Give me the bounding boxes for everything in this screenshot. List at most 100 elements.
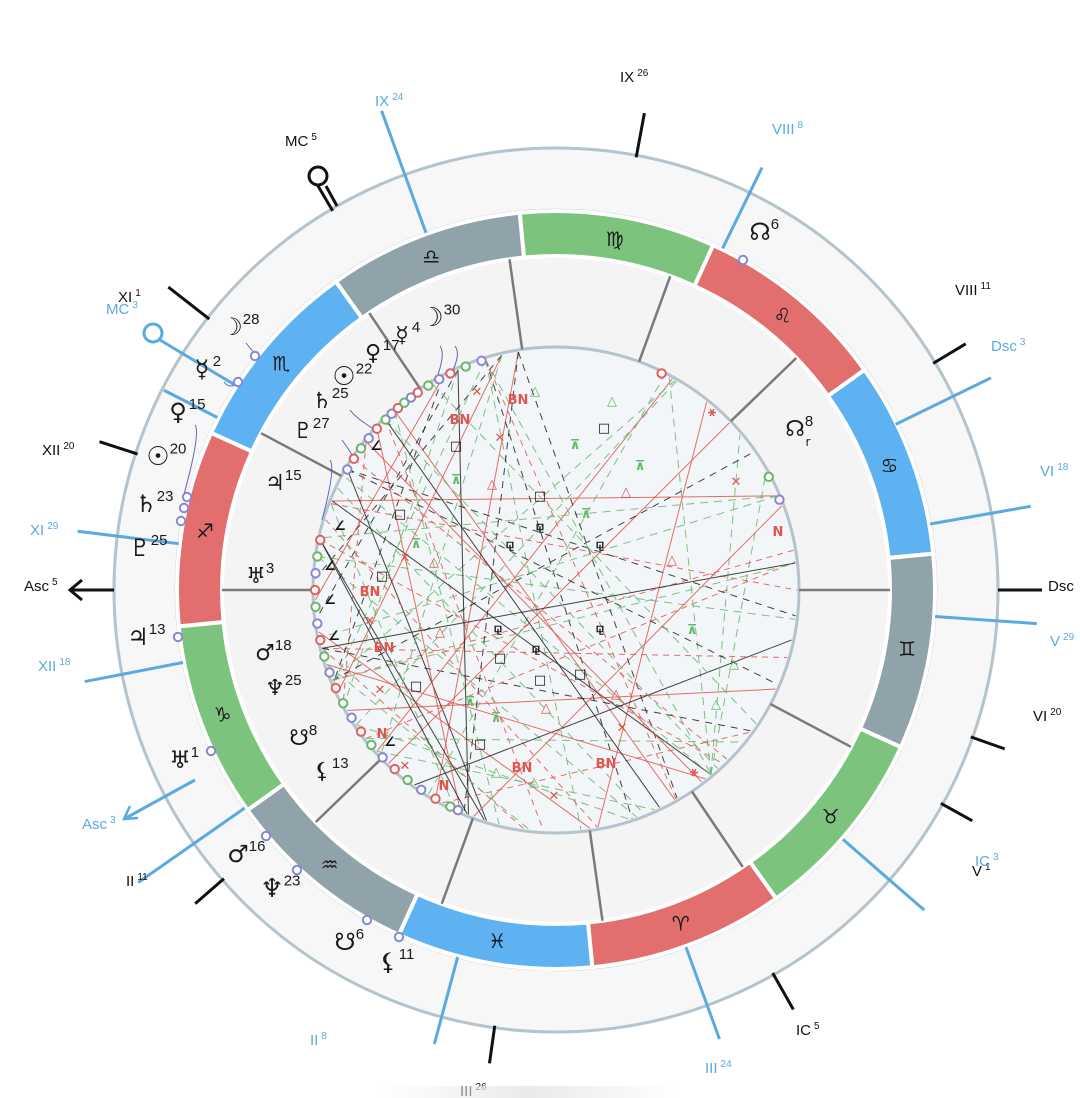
outer-moon-icon[interactable]: ☽ 28: [221, 311, 259, 341]
inner-neptune-icon[interactable]: ♆ 25: [265, 672, 301, 701]
outer-saturn-icon[interactable]: ♄ 23: [135, 488, 173, 518]
inner-jupiter-degree: 15: [285, 467, 302, 484]
outer-neptune-glyph: ♆: [260, 874, 283, 904]
house-black-label-degree: 11: [137, 872, 148, 883]
house-blue-label-degree: 18: [59, 657, 71, 668]
aspect-square-icon: □: [376, 569, 388, 584]
outer-jupiter-icon[interactable]: ♃ 13: [127, 621, 165, 651]
house-blue-label-text: XII: [38, 658, 56, 675]
aspect-trine-icon: △: [621, 485, 631, 500]
aspect-line: [353, 458, 728, 760]
outer-south-node-icon[interactable]: ☋ 6: [334, 926, 364, 956]
aspect-bn-icon: BN: [450, 413, 471, 428]
house-black-label-text: II: [126, 873, 134, 890]
house-cusp-line: [690, 790, 744, 868]
inner-jupiter-icon[interactable]: ♃ 15: [265, 467, 301, 496]
aspect-semisquare-icon: ∠: [370, 439, 382, 454]
aspect-line: [322, 647, 788, 659]
house-cusp-line: [508, 259, 524, 350]
planet-position-marker: [452, 804, 464, 816]
aspect-line: [325, 519, 598, 828]
aspect-line: [414, 639, 792, 786]
aspect-line: [365, 441, 703, 783]
inner-north-node-icon[interactable]: ☊ 8: [785, 413, 813, 442]
aspect-quincunx-icon: ⊼: [635, 459, 646, 474]
outer-neptune-degree: 23: [284, 872, 301, 889]
inner-south-node-icon[interactable]: ☋ 8: [289, 722, 317, 751]
aspect-trine-icon: △: [487, 477, 497, 492]
inner-mars-icon[interactable]: ♂ 18: [255, 637, 291, 666]
house-blue-label-degree: 8: [321, 1031, 327, 1042]
inner-mars-degree: 18: [275, 637, 292, 654]
outer-pluto-icon[interactable]: ♇ 25: [129, 532, 167, 562]
outer-sun-degree: 20: [170, 440, 187, 457]
aspect-trine-icon: △: [429, 555, 439, 570]
aspect-line: [333, 359, 486, 684]
outer-venus-icon[interactable]: ♀ 15: [169, 396, 205, 426]
inner-pluto-icon[interactable]: ♇ 27: [293, 415, 329, 444]
house-tick-blue: [77, 529, 180, 546]
sign-glyph-pisces: ♓: [488, 929, 506, 953]
outer-saturn-glyph: ♄: [135, 490, 157, 518]
planet-position-marker: [392, 402, 404, 414]
aspect-square-icon: □: [574, 667, 586, 682]
house-tick-black: [99, 440, 138, 456]
inner-saturn-icon[interactable]: ♄ 25: [312, 385, 348, 414]
outer-mercury-icon[interactable]: ☿ 2: [195, 353, 222, 383]
aspect-trine-icon: △: [611, 687, 621, 702]
mc-circle-icon: [307, 165, 329, 187]
aspect-line: [356, 724, 630, 820]
inner-lilith-icon[interactable]: ⚸ 13: [314, 755, 349, 784]
planet-position-marker: [348, 453, 360, 464]
inner-mercury-icon[interactable]: ☿ 4: [395, 319, 420, 348]
house-tick-black: [771, 972, 795, 1011]
outer-lilith-icon[interactable]: ⚸ 11: [379, 946, 414, 976]
outer-uranus-icon[interactable]: ♅ 1: [169, 744, 199, 774]
aspect-line: [597, 401, 708, 828]
inner-north-node-degree: 8: [805, 413, 813, 430]
inner-sun-icon[interactable]: ☉ 22: [332, 360, 372, 392]
house-tick-blue: [721, 166, 764, 250]
house-black-label-text: IC: [796, 1022, 811, 1039]
house-cusp-line: [637, 275, 672, 363]
aspect-trine-icon: △: [491, 765, 501, 780]
aspect-quincunx-icon: ⊼: [491, 711, 502, 726]
aspect-quincunx-icon: ⊼: [570, 438, 581, 453]
outer-sun-icon[interactable]: ☉ 20: [146, 440, 186, 472]
house-tick-blue: [934, 615, 1037, 626]
inner-mars-glyph: ♂: [255, 641, 275, 666]
aspect-line: [347, 469, 778, 685]
planet-position-marker: [346, 712, 357, 723]
aspect-line: [337, 487, 645, 815]
planet-position-marker: [656, 368, 667, 379]
inner-moon-glyph: ☽: [420, 303, 443, 333]
aspect-line: [485, 359, 712, 775]
house-black-label-degree: 5: [814, 1021, 820, 1032]
planet-position-marker: [763, 471, 774, 483]
inner-uranus-icon[interactable]: ♅ 3: [246, 560, 274, 589]
outer-north-node-icon[interactable]: ☊ 6: [749, 216, 779, 246]
planet-pointer-line: [182, 424, 197, 499]
aspect-square-icon: □: [474, 737, 486, 752]
house-blue-label: IC 3: [975, 852, 999, 870]
planet-position-marker: [310, 601, 321, 613]
outer-mars-icon[interactable]: ♂ 16: [227, 838, 265, 868]
aspect-semisquare-icon: ∠: [324, 559, 336, 574]
aspect-line: [326, 664, 530, 830]
planet-position-marker: [178, 502, 190, 514]
outer-mars-degree: 16: [249, 838, 266, 855]
house-black-label-degree: 5: [311, 132, 317, 143]
sign-glyph-cancer: ♋: [880, 453, 898, 477]
house-blue-label-degree: 29: [1063, 632, 1075, 643]
aspect-line: [331, 500, 712, 776]
inner-retrograde-icon[interactable]: r: [806, 435, 811, 449]
outer-neptune-icon[interactable]: ♆ 23: [260, 872, 300, 904]
inner-venus-icon[interactable]: ♀ 17: [365, 337, 400, 366]
inner-moon-icon[interactable]: ☽ 30: [420, 301, 460, 333]
planet-position-marker: [181, 491, 193, 503]
aspect-quincunx-icon: ⊼: [687, 623, 698, 638]
house-black-label-text: V: [972, 863, 982, 880]
house-blue-label-degree: 3: [1020, 337, 1026, 348]
planet-position-marker: [312, 551, 323, 562]
